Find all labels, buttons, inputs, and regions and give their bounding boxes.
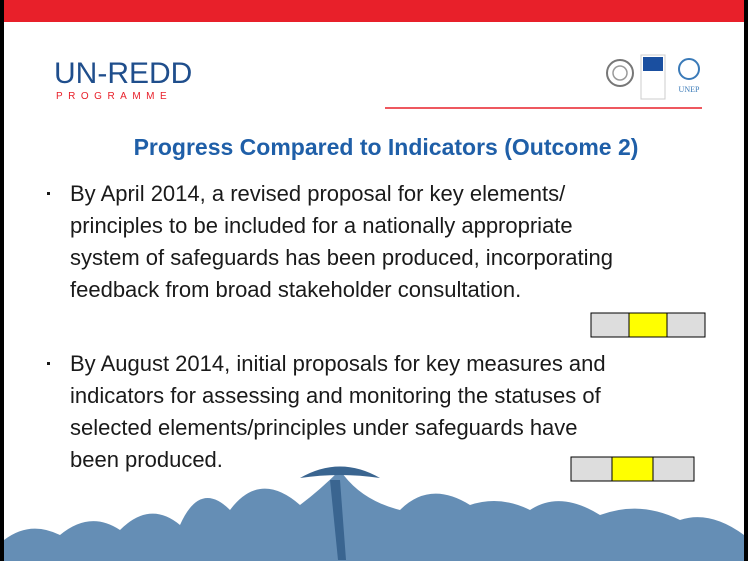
unep-label: UNEP (679, 85, 700, 94)
top-bar (0, 0, 748, 22)
bullet-marker (47, 362, 50, 365)
fao-logo (607, 60, 633, 86)
bullet-line: system of safeguards has been produced, … (70, 245, 613, 270)
bullet-line: feedback from broad stakeholder consulta… (70, 277, 521, 302)
status-cell (612, 457, 653, 481)
undp-logo-top (643, 57, 663, 71)
bullet-line: principles to be included for a national… (70, 213, 573, 238)
bullet-line: selected elements/principles under safeg… (70, 415, 578, 440)
status-cell (653, 457, 694, 481)
left-border (0, 0, 4, 561)
status-cell (571, 457, 612, 481)
bullet-line: By August 2014, initial proposals for ke… (70, 351, 606, 376)
slide-title: Progress Compared to Indicators (Outcome… (134, 134, 639, 160)
logo-main: UN-REDD (54, 57, 192, 90)
status-indicator (591, 313, 705, 337)
right-border (744, 0, 748, 561)
bullet-marker (47, 192, 50, 195)
status-cell (591, 313, 629, 337)
status-cell (667, 313, 705, 337)
bullet-line: indicators for assessing and monitoring … (70, 383, 602, 408)
status-indicator (571, 457, 694, 481)
slide: UN-REDD PROGRAMME UNEP Progress Compared… (0, 0, 748, 561)
status-cell (629, 313, 667, 337)
bullet-line: By April 2014, a revised proposal for ke… (70, 181, 566, 206)
logo-sub: PROGRAMME (56, 91, 172, 102)
bullet-line: been produced. (70, 447, 223, 472)
